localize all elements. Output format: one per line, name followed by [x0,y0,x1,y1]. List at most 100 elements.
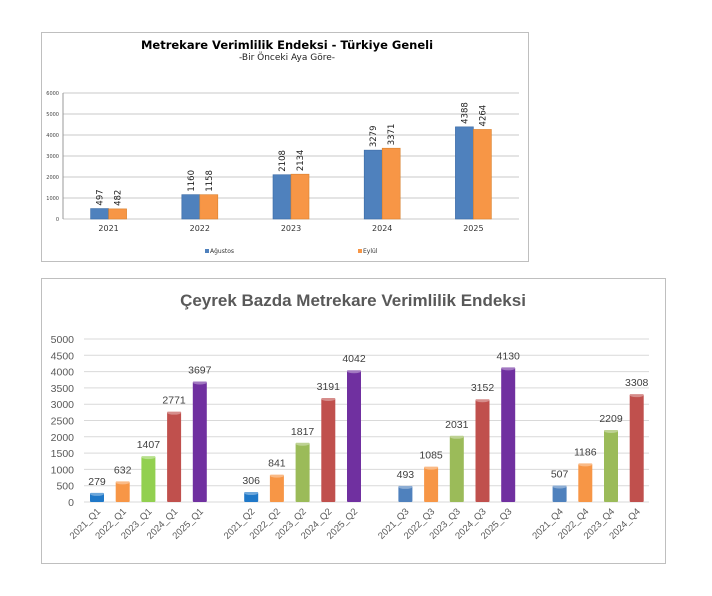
y-tick-label: 2500 [51,416,75,428]
data-label: 2031 [445,419,469,431]
bar-cap [295,441,310,446]
data-label: 1817 [291,426,315,438]
bar-cap [424,465,439,470]
y-tick-label: 3000 [51,399,75,411]
y-tick-label: 5000 [51,334,75,346]
y-tick-label: 6000 [46,91,59,97]
data-label: 1160 [187,170,197,192]
x-tick-label: 2025 [463,224,483,233]
data-label: 3152 [471,382,495,394]
y-tick-label: 0 [56,217,59,223]
chart-title: Metrekare Verimlilik Endeksi - Türkiye G… [141,38,433,52]
y-tick-label: 4000 [51,367,75,379]
legend-swatch-agustos [205,249,209,253]
bar-2021_Q1 [90,492,104,502]
bar-Ağustos [90,208,109,220]
annual-chart-svg: Metrekare Verimlilik Endeksi - Türkiye G… [46,38,519,255]
bar-2025_Q3 [501,367,516,502]
legend-label-agustos: Ağustos [210,248,234,255]
data-label: 3191 [317,381,341,393]
bar-Ağustos [272,174,292,220]
bar-cap [244,491,259,496]
bar-2023_Q3 [449,435,464,502]
bar-cap [449,434,464,439]
data-label: 4042 [342,353,366,365]
data-label: 2209 [599,413,623,425]
data-label: 497 [96,189,106,205]
data-label: 632 [114,464,132,476]
bar-2021_Q2 [244,492,259,502]
data-label: 279 [88,476,106,488]
bar-2025_Q2 [347,370,361,502]
bar-Ağustos [181,194,201,220]
bar-Eylül [473,129,492,220]
bar-cap [552,484,567,489]
bar-cap [269,473,284,478]
chart-subtitle: -Bir Önceki Aya Göre- [239,52,335,63]
bar-Ağustos [363,149,383,220]
bar-2022_Q4 [578,463,593,502]
bar-cap [501,366,516,371]
bar-cap [115,480,130,485]
data-label: 4388 [460,102,470,124]
x-tick-label: 2024 [372,224,392,233]
y-tick-label: 1000 [51,464,75,476]
data-label: 1085 [419,450,443,462]
legend-swatch-eylul [358,249,362,253]
bar-cap [90,491,104,496]
bar-cap [578,462,593,467]
data-label: 1186 [574,446,597,458]
y-tick-label: 2000 [46,175,59,181]
y-tick-label: 0 [68,497,74,509]
bar-2023_Q1 [141,456,156,502]
data-label: 1407 [137,439,161,451]
bar-2022_Q2 [269,474,284,502]
y-tick-label: 1000 [46,196,59,202]
bar-2024_Q2 [321,397,336,502]
x-tick-label: 2021 [98,224,118,233]
bar-2023_Q2 [295,442,310,502]
data-label: 841 [268,458,286,470]
data-label: 2134 [296,150,306,172]
bar-cap [604,428,618,433]
x-tick-label: 2022 [190,224,210,233]
y-tick-label: 4000 [46,133,59,139]
x-tick-label: 2023 [281,224,301,233]
data-label: 3308 [625,377,649,389]
data-label: 493 [397,469,415,481]
bar-cap [192,380,207,385]
bar-cap [321,396,336,401]
data-label: 3279 [369,126,379,148]
data-label: 482 [114,190,124,206]
bar-cap [629,393,644,398]
y-tick-label: 4500 [51,350,75,362]
bar-Eylül [290,173,310,220]
y-tick-label: 5000 [46,112,59,118]
bar-Ağustos [455,126,474,220]
bar-2022_Q1 [115,481,130,502]
data-label: 306 [242,475,260,487]
data-label: 3371 [387,124,397,146]
bar-cap [475,398,490,403]
bar-Eylül [108,208,127,220]
bar-cap [167,410,182,415]
chart-title: Çeyrek Bazda Metrekare Verimlilik Endeks… [180,291,526,310]
bar-2021_Q3 [398,485,413,502]
quarterly-chart: Çeyrek Bazda Metrekare Verimlilik Endeks… [41,278,666,564]
annual-chart: Metrekare Verimlilik Endeksi - Türkiye G… [41,32,529,262]
data-label: 507 [551,468,569,480]
legend-label-eylul: Eylül [363,248,378,255]
y-tick-label: 3500 [51,383,75,395]
bar-Eylül [381,147,401,220]
bar-Eylül [199,194,219,220]
data-label: 2108 [278,150,288,172]
quarterly-chart-svg: Çeyrek Bazda Metrekare Verimlilik Endeks… [51,291,649,542]
bar-2021_Q4 [552,485,567,502]
data-label: 4130 [497,350,521,362]
bar-2022_Q3 [424,466,439,502]
y-tick-label: 3000 [46,154,59,160]
data-label: 4264 [478,105,488,127]
bar-2024_Q3 [475,399,490,502]
y-tick-label: 2000 [51,432,75,444]
data-label: 1158 [205,170,215,192]
